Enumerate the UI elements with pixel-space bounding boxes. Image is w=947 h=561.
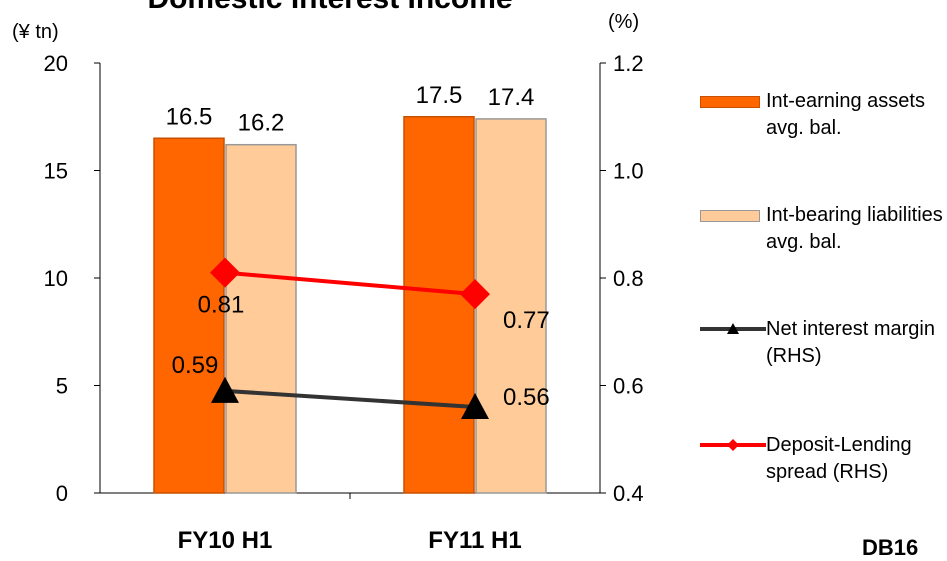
bar-value-label: 16.5 bbox=[166, 103, 213, 130]
category-label: FY11 H1 bbox=[428, 527, 521, 554]
bar-value-label: 16.2 bbox=[238, 110, 285, 137]
legend-label-spread: Deposit-Lending spread (RHS) bbox=[766, 434, 912, 483]
bar-liabilities bbox=[475, 118, 547, 494]
nim-marker bbox=[461, 393, 489, 419]
left-tick-label: 20 bbox=[44, 51, 68, 76]
bar-assets bbox=[403, 116, 475, 494]
nim-line bbox=[224, 388, 476, 409]
bar-assets bbox=[153, 137, 225, 494]
spread-marker bbox=[460, 279, 490, 310]
left-tick-label: 10 bbox=[44, 266, 68, 291]
bar-value-label: 17.4 bbox=[488, 84, 535, 111]
nim-value-label: 0.59 bbox=[172, 352, 219, 379]
legend-swatch-spread-icon bbox=[700, 439, 766, 451]
spread-marker bbox=[210, 257, 240, 288]
legend-swatch-liabilities bbox=[700, 210, 760, 222]
legend-label-nim: Net interest margin (RHS) bbox=[766, 318, 935, 367]
bar-value-label: 17.5 bbox=[416, 82, 463, 109]
spread-line bbox=[224, 270, 476, 297]
legend-label-liabilities: Int-bearing liabilities avg. bal. bbox=[766, 204, 943, 253]
bar-liabilities bbox=[225, 143, 297, 494]
right-tick-label: 0.4 bbox=[613, 481, 644, 506]
right-tick-label: 1.0 bbox=[613, 159, 644, 184]
nim-value-label: 0.56 bbox=[503, 384, 550, 411]
chart-title: Domestic Interest Income bbox=[147, 0, 512, 15]
spread-value-label: 0.81 bbox=[198, 292, 245, 319]
left-tick-label: 15 bbox=[44, 159, 68, 184]
legend-label-assets: Int-earning assets avg. bal. bbox=[766, 90, 925, 139]
legend-swatch-assets bbox=[700, 96, 760, 108]
legend-swatch-nim-icon bbox=[700, 323, 766, 334]
left-tick-label: 5 bbox=[56, 374, 68, 399]
right-tick-label: 0.8 bbox=[613, 266, 644, 291]
right-tick-label: 1.2 bbox=[613, 51, 644, 76]
category-label: FY10 H1 bbox=[178, 527, 273, 554]
page-code: DB16 bbox=[862, 535, 919, 560]
right-tick-label: 0.6 bbox=[613, 374, 644, 399]
right-axis-unit: (%) bbox=[608, 11, 639, 33]
left-tick-label: 0 bbox=[56, 481, 68, 506]
nim-marker bbox=[211, 376, 239, 403]
spread-value-label: 0.77 bbox=[503, 307, 550, 334]
left-axis-unit: (¥ tn) bbox=[12, 21, 59, 43]
